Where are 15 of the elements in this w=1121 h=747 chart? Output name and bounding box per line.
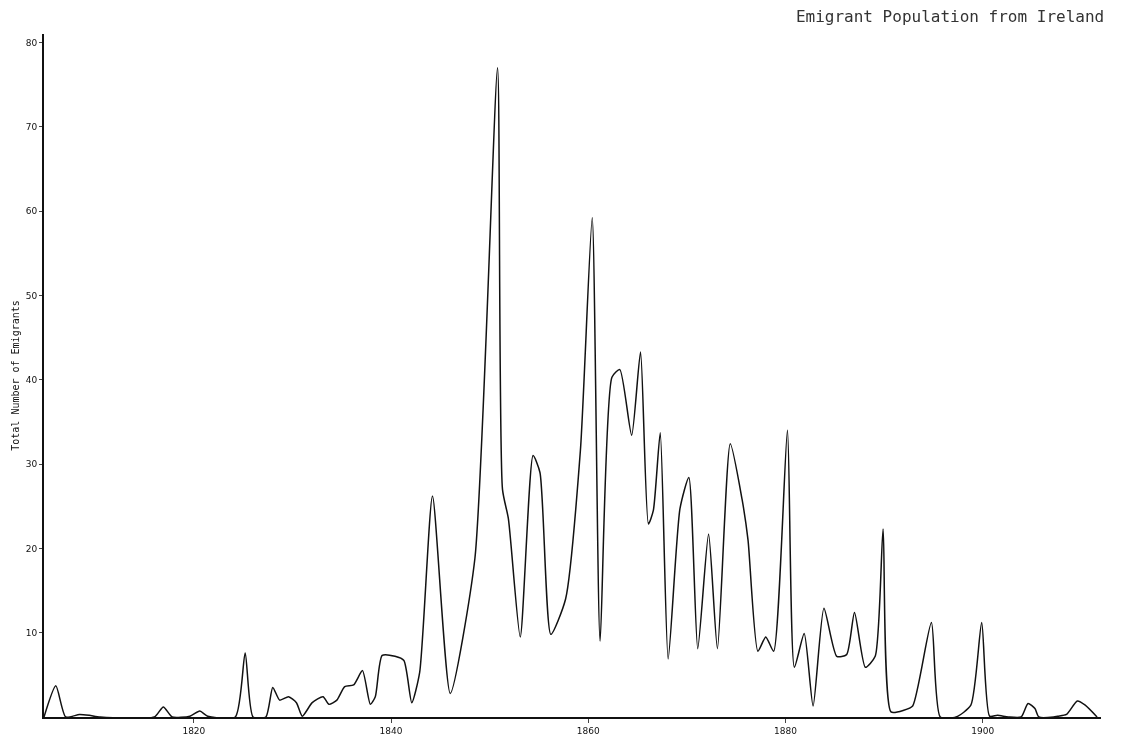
y-tick-label: 30 <box>25 459 38 470</box>
y-tick-label: 60 <box>25 206 38 217</box>
x-tick-label: 1860 <box>576 725 601 736</box>
y-tick-label: 10 <box>25 627 38 638</box>
x-tick-label: 1900 <box>971 725 995 736</box>
x-tick-label: 1820 <box>182 725 206 736</box>
y-tick-label: 50 <box>25 290 38 301</box>
x-tick-label: 1840 <box>379 725 403 736</box>
y-axis-title: Total Number of Emigrants <box>10 300 22 451</box>
y-tick-label: 20 <box>25 543 38 554</box>
x-tick-label: 1880 <box>774 725 798 736</box>
y-tick-label: 70 <box>25 121 38 132</box>
y-tick-label: 40 <box>25 374 38 385</box>
chart-title: Emigrant Population from Ireland <box>795 7 1105 27</box>
y-tick-label: 80 <box>25 37 38 48</box>
